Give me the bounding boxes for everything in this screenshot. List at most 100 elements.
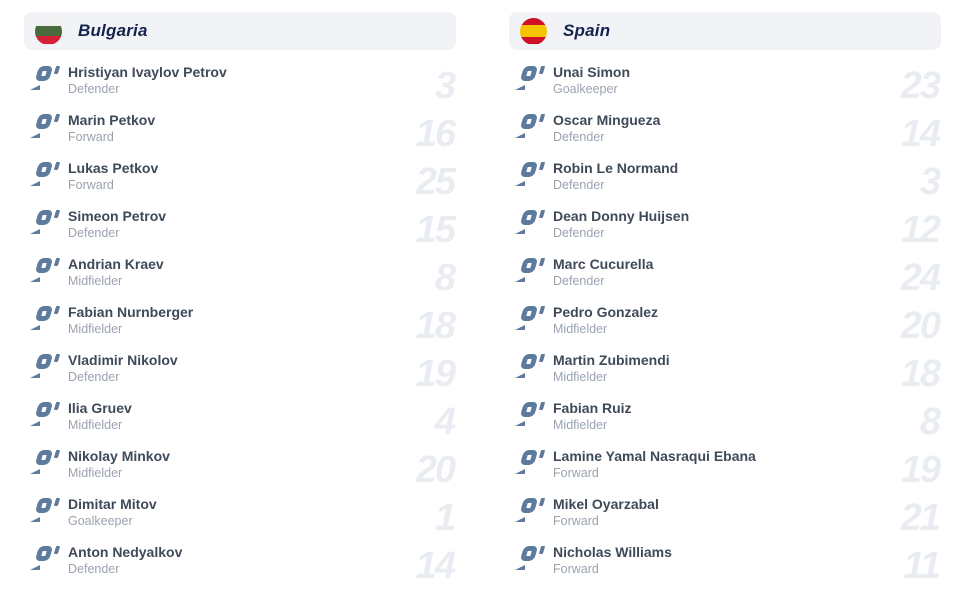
player-photo-placeholder-icon [515,450,546,475]
player-photo-placeholder-icon [515,402,546,427]
team-header: Spain [509,12,941,50]
player-info: Vladimir Nikolov Defender [68,350,178,385]
player-row[interactable]: Lamine Yamal Nasraqui Ebana Forward 19 [509,446,941,494]
player-position: Defender [68,226,120,240]
player-photo-placeholder-icon [515,546,546,571]
player-row[interactable]: Dean Donny Huijsen Defender 12 [509,206,941,254]
player-row[interactable]: Hristiyan Ivaylov Petrov Defender 3 [24,62,456,110]
player-row[interactable]: Martin Zubimendi Midfielder 18 [509,350,941,398]
flag-stripe [35,25,62,37]
player-position: Forward [68,130,114,144]
player-photo-placeholder-icon [30,402,61,427]
player-name: Nikolay Minkov [68,448,170,464]
player-row[interactable]: Fabian Ruiz Midfielder 8 [509,398,941,446]
player-info: Mikel Oyarzabal Forward [553,494,659,529]
player-jersey-number: 1 [434,497,456,539]
player-row[interactable]: Marc Cucurella Defender 24 [509,254,941,302]
player-position: Defender [68,370,120,384]
player-info: Andrian Kraev Midfielder [68,254,164,289]
player-name: Nicholas Williams [553,544,672,560]
player-position: Midfielder [553,370,608,384]
player-name: Ilia Gruev [68,400,132,416]
player-jersey-number: 19 [900,449,941,491]
team-name: Bulgaria [78,21,148,40]
player-position: Forward [553,466,599,480]
player-row[interactable]: Lukas Petkov Forward 25 [24,158,456,206]
player-jersey-number: 18 [415,305,456,347]
player-name: Simeon Petrov [68,208,167,224]
team-flag-icon [35,17,62,45]
player-photo-placeholder-icon [30,450,61,475]
player-list: Unai Simon Goalkeeper 23 Oscar Mingueza … [509,62,941,590]
player-name: Martin Zubimendi [553,352,670,368]
player-row[interactable]: Robin Le Normand Defender 3 [509,158,941,206]
player-jersey-number: 19 [415,353,456,395]
player-photo-placeholder-icon [515,114,546,139]
team-header: Bulgaria [24,12,456,50]
player-jersey-number: 16 [415,113,456,155]
player-name: Pedro Gonzalez [553,304,659,320]
player-photo-placeholder-icon [30,114,61,139]
player-position: Defender [68,562,120,576]
player-name: Fabian Ruiz [553,400,632,416]
player-name: Dimitar Mitov [68,496,157,512]
player-info: Nicholas Williams Forward [553,542,672,577]
player-position: Forward [553,514,599,528]
player-name: Andrian Kraev [68,256,164,272]
player-row[interactable]: Mikel Oyarzabal Forward 21 [509,494,941,542]
player-jersey-number: 20 [900,305,941,347]
player-jersey-number: 4 [434,401,456,443]
player-row[interactable]: Anton Nedyalkov Defender 14 [24,542,456,590]
player-position: Forward [553,562,599,576]
player-photo-placeholder-icon [515,210,546,235]
player-name: Mikel Oyarzabal [553,496,659,512]
player-name: Marc Cucurella [553,256,654,272]
player-position: Defender [553,130,605,144]
player-position: Midfielder [553,418,608,432]
player-row[interactable]: Marin Petkov Forward 16 [24,110,456,158]
player-row[interactable]: Simeon Petrov Defender 15 [24,206,456,254]
player-photo-placeholder-icon [515,162,546,187]
player-info: Martin Zubimendi Midfielder [553,350,670,385]
player-info: Lamine Yamal Nasraqui Ebana Forward [553,446,756,481]
player-position: Midfielder [68,322,123,336]
player-position: Defender [553,226,605,240]
player-info: Dean Donny Huijsen Defender [553,206,689,241]
player-position: Goalkeeper [68,514,133,528]
team-flag-icon [520,17,547,45]
player-row[interactable]: Nicholas Williams Forward 11 [509,542,941,590]
player-jersey-number: 25 [415,161,456,203]
player-row[interactable]: Oscar Mingueza Defender 14 [509,110,941,158]
team-name: Spain [563,21,611,40]
player-name: Robin Le Normand [553,160,679,176]
player-position: Defender [68,82,120,96]
player-info: Simeon Petrov Defender [68,206,166,241]
player-row[interactable]: Vladimir Nikolov Defender 19 [24,350,456,398]
player-photo-placeholder-icon [515,258,546,283]
player-jersey-number: 8 [919,401,941,443]
player-info: Pedro Gonzalez Midfielder [553,302,658,337]
player-info: Robin Le Normand Defender [553,158,678,193]
team-column-away: Spain Unai Simon Goalkeeper 23 Oscar Min… [509,12,941,590]
player-name: Dean Donny Huijsen [553,208,690,224]
player-row[interactable]: Andrian Kraev Midfielder 8 [24,254,456,302]
player-row[interactable]: Dimitar Mitov Goalkeeper 1 [24,494,456,542]
player-info: Nikolay Minkov Midfielder [68,446,170,481]
player-row[interactable]: Ilia Gruev Midfielder 4 [24,398,456,446]
player-jersey-number: 20 [415,449,456,491]
player-photo-placeholder-icon [30,162,61,187]
team-column-home: Bulgaria Hristiyan Ivaylov Petrov Defend… [24,12,456,590]
player-info: Fabian Ruiz Midfielder [553,398,632,433]
flag-stripe [520,17,547,26]
flag-stripe [520,36,547,45]
player-row[interactable]: Pedro Gonzalez Midfielder 20 [509,302,941,350]
player-photo-placeholder-icon [515,66,546,91]
player-name: Marin Petkov [68,112,156,128]
player-position: Defender [553,178,605,192]
player-position: Midfielder [68,274,123,288]
player-info: Marin Petkov Forward [68,110,155,145]
player-row[interactable]: Fabian Nurnberger Midfielder 18 [24,302,456,350]
player-row[interactable]: Unai Simon Goalkeeper 23 [509,62,941,110]
player-row[interactable]: Nikolay Minkov Midfielder 20 [24,446,456,494]
player-position: Goalkeeper [553,82,618,96]
